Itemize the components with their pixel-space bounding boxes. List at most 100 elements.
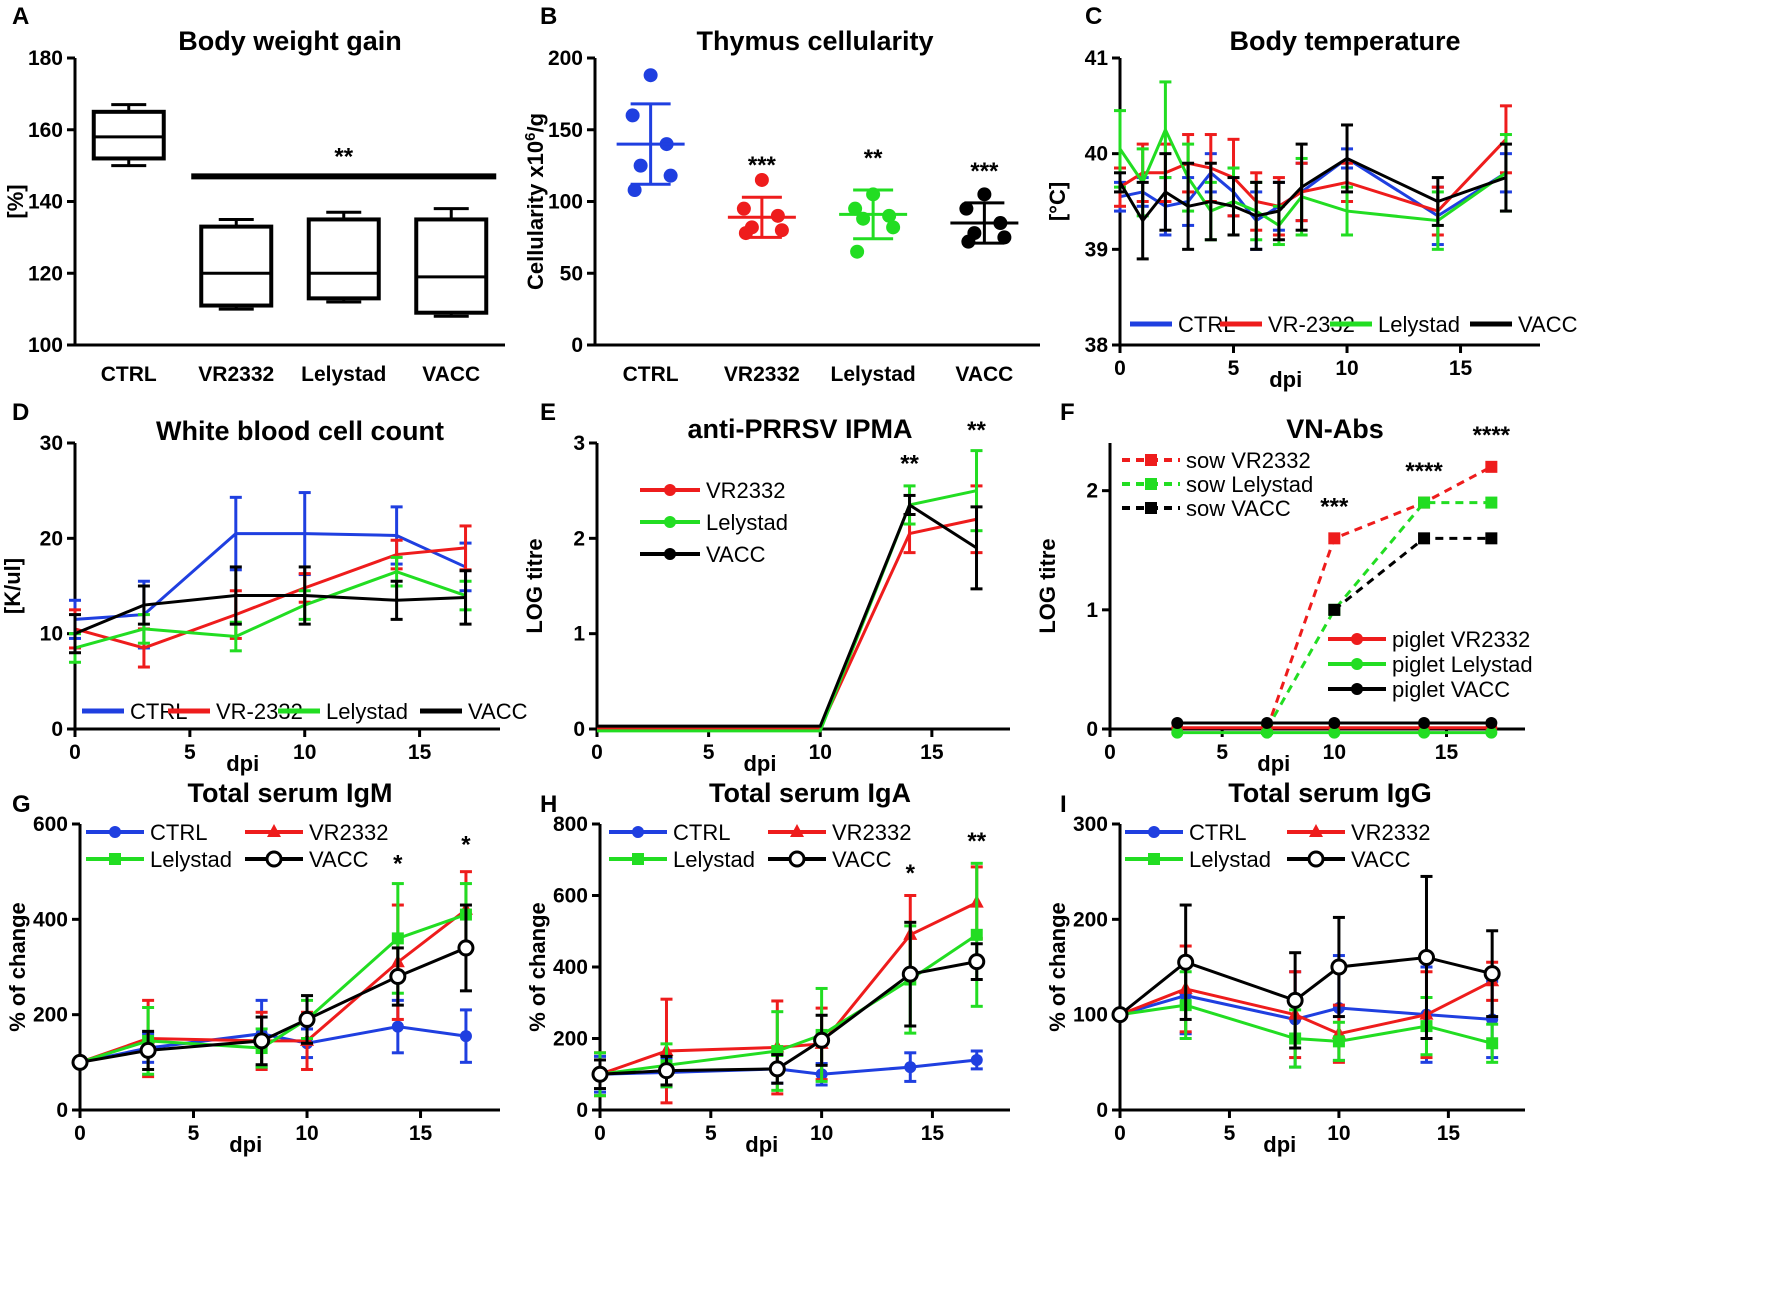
box-vr2332 [199,217,274,311]
data-point [71,1053,89,1071]
legend-label: VR2332 [706,478,786,503]
significance-label: ** [967,828,986,855]
data-point [391,1020,404,1033]
data-point [657,1062,675,1080]
legend-marker [1351,633,1363,645]
legend-label: VACC [706,542,766,567]
series-vr2332 [1113,944,1500,1064]
y-tick-label: 30 [40,432,63,455]
data-point [1330,958,1348,976]
data-point [643,68,658,83]
data-point [970,928,983,941]
x-tick-label: 10 [809,741,832,764]
y-tick-label: 20 [40,527,63,550]
panel-h: H Total serum IgA 0 200 400 600 800 % of change… [525,778,1010,1157]
series-line [1265,501,1492,730]
data-point [1417,948,1435,966]
x-tick-label: 0 [1114,1122,1126,1145]
chart-title: anti-PRRSV IPMA [687,414,912,444]
significance-label: *** [970,158,999,185]
legend-marker [1351,683,1363,695]
series-sow-vacc [1328,532,1498,616]
legend-label: CTRL [673,820,730,845]
x-tick-label: 5 [1228,357,1240,380]
x-tick-label: CTRL [101,363,157,386]
legend: CTRL VR2332 Lelystad VACC [86,820,389,872]
data-point [1328,717,1341,730]
y-tick-label: 0 [1096,1099,1108,1122]
legend-marker [1148,853,1160,865]
legend-label: sow Lelystad [1186,472,1313,497]
series-line [597,489,977,733]
legend-marker [632,826,644,838]
series-vr-2332 [1114,104,1512,237]
x-tick-label: 15 [408,741,432,764]
x-tick-label: 0 [69,741,81,764]
legend-label: sow VACC [1186,496,1291,521]
y-tick-label: 0 [573,718,585,741]
y-axis-label: % of change [1045,902,1070,1032]
series-line [597,517,977,730]
group-lelystad: ** [839,145,908,259]
y-tick-label: 0 [576,1099,588,1122]
legend-marker [790,824,804,837]
significance-label: **** [1473,422,1511,449]
y-tick-label: 120 [28,262,63,285]
y-tick-label: 200 [553,1028,588,1051]
legend-label: VACC [1351,847,1411,872]
chart-title: Total serum IgA [709,778,911,808]
x-axis-label: dpi [745,1132,778,1157]
legend-label: Lelystad [150,847,232,872]
legend: VR2332 Lelystad VACC [640,478,788,567]
x-tick-label: 5 [705,1122,717,1145]
legend-marker [109,853,121,865]
y-tick-label: 100 [28,334,63,357]
data-point [904,1061,917,1074]
y-axis-label: [%] [3,184,28,218]
x-tick-label: 10 [1335,357,1358,380]
data-point [848,201,863,216]
x-tick-label: 0 [594,1122,606,1145]
panel-letter: B [540,3,557,30]
data-point [754,172,769,187]
x-tick-label: 5 [184,741,196,764]
data-point [389,968,407,986]
x-tick-label: 0 [1114,357,1126,380]
legend-marker [1307,850,1325,868]
x-tick-label: VR2332 [724,363,800,386]
box-iqr [306,217,381,301]
legend-marker [1145,502,1157,514]
data-point [1328,603,1341,616]
data-point [591,1065,609,1083]
y-tick-label: 600 [33,813,68,836]
panel-g: G Total serum IgM 0 200 400 600 % of change 0 5 1… [5,778,500,1157]
y-tick-label: 38 [1085,334,1109,357]
data-point [1261,717,1274,730]
chart-title: White blood cell count [156,416,444,446]
series-lelystad [74,882,472,1076]
legend-marker [1351,658,1363,670]
x-tick-label: 0 [591,741,603,764]
x-tick-label: 15 [1449,357,1473,380]
box-iqr [199,224,274,308]
legend-label: piglet Lelystad [1392,652,1533,677]
x-tick-label: 15 [921,1122,945,1145]
data-point [768,1060,786,1078]
x-tick-label: 15 [1437,1122,1461,1145]
y-tick-label: 400 [33,908,68,931]
legend-label: VACC [1518,312,1578,337]
series-line [1119,138,1508,213]
data-point [1485,496,1498,509]
data-point [970,1053,983,1066]
series-line [1119,1003,1493,1045]
group-vacc: *** [950,158,1019,249]
x-tick-label: 0 [1104,741,1116,764]
y-axis-label: LOG titre [522,538,547,633]
data-point [813,1031,831,1049]
x-axis-label: dpi [1257,751,1290,776]
significance-label: ** [900,451,919,478]
box-iqr [91,109,166,161]
x-tick-label: 10 [1323,741,1346,764]
series-ctrl [69,491,472,650]
